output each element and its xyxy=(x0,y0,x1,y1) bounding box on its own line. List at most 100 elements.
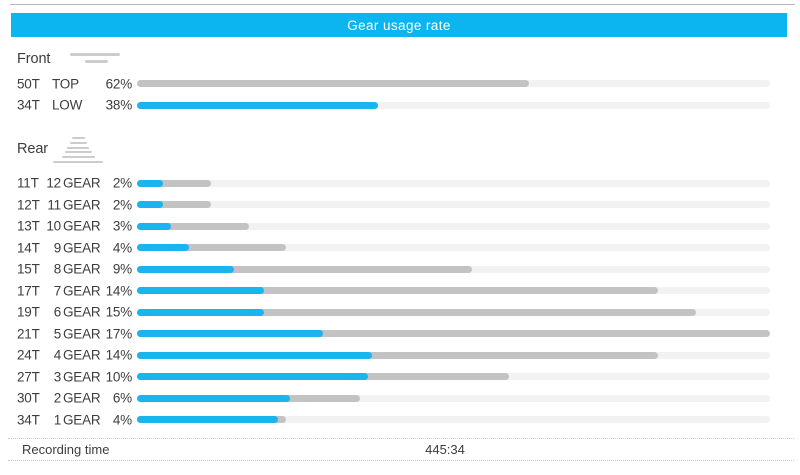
usage-bar-total xyxy=(137,265,473,273)
gear-usage-row: 34T LOW 38% xyxy=(0,95,800,117)
usage-bar-track xyxy=(137,351,770,359)
usage-percent: 14% xyxy=(105,347,133,363)
usage-percent: 10% xyxy=(105,369,133,385)
recording-time-label: Recording time xyxy=(22,442,110,457)
page-title-bar: Gear usage rate xyxy=(11,13,787,37)
usage-bar-low xyxy=(137,416,279,424)
gear-usage-row: 13T 10 GEAR 3% xyxy=(0,216,800,238)
usage-bar-track xyxy=(137,373,770,381)
gear-number: 2 xyxy=(53,390,62,406)
footer-bottom-divider xyxy=(8,460,794,461)
gear-usage-row: 14T 9 GEAR 4% xyxy=(0,237,800,259)
rear-section-label: Rear xyxy=(17,141,49,157)
usage-bar-track xyxy=(137,265,770,273)
usage-bar-track xyxy=(137,416,770,424)
usage-bar-track xyxy=(137,80,770,88)
usage-bar-track xyxy=(137,101,770,109)
rear-cassette-icon xyxy=(48,137,108,163)
usage-percent: 62% xyxy=(105,76,133,92)
teeth-label: 12T xyxy=(17,197,40,213)
teeth-label: 11T xyxy=(17,175,39,191)
gear-word: GEAR xyxy=(63,175,101,191)
usage-bar-total xyxy=(137,179,212,187)
usage-bar-track xyxy=(137,330,770,338)
usage-bar-total xyxy=(137,330,770,338)
gear-usage-row: 34T 1 GEAR 4% xyxy=(0,409,800,431)
usage-percent: 38% xyxy=(105,97,133,113)
gear-usage-row: 21T 5 GEAR 17% xyxy=(0,323,800,345)
cassette-line xyxy=(53,160,103,163)
usage-bar-low xyxy=(137,101,378,109)
teeth-label: 19T xyxy=(17,304,40,320)
gear-number: 5 xyxy=(53,326,62,342)
teeth-label: 34T xyxy=(17,97,40,113)
usage-bar-track xyxy=(137,222,770,230)
front-section-label: Front xyxy=(17,51,51,67)
usage-bar-low xyxy=(137,179,164,187)
cassette-line xyxy=(71,137,85,139)
usage-bar-track xyxy=(137,308,770,316)
gear-word: GEAR xyxy=(63,369,101,385)
teeth-label: 24T xyxy=(17,347,40,363)
teeth-label: 34T xyxy=(17,412,40,428)
usage-percent: 4% xyxy=(112,240,132,256)
usage-percent: 9% xyxy=(112,261,132,277)
teeth-label: 50T xyxy=(17,76,40,92)
usage-bar-track xyxy=(137,287,770,295)
cassette-line xyxy=(69,141,87,144)
usage-percent: 14% xyxy=(105,283,133,299)
usage-bar-low xyxy=(137,351,372,359)
teeth-label: 14T xyxy=(17,240,40,256)
gear-usage-row: 11T 12 GEAR 2% xyxy=(0,173,800,195)
usage-percent: 2% xyxy=(112,175,132,191)
gear-usage-row: 17T 7 GEAR 14% xyxy=(0,280,800,302)
usage-bar-track xyxy=(137,201,770,209)
usage-bar-low xyxy=(137,287,264,295)
usage-percent: 15% xyxy=(105,304,133,320)
teeth-label: 15T xyxy=(17,261,40,277)
cassette-line xyxy=(64,151,92,154)
gear-number: 1 xyxy=(53,412,62,428)
usage-percent: 4% xyxy=(112,412,132,428)
usage-bar-track xyxy=(137,179,770,187)
rear-gear-rows: 11T 12 GEAR 2% 12T 11 GEAR 2% 13T 10 GEAR 3% 14T 9 GEA… xyxy=(0,173,800,431)
gear-number: 12 xyxy=(46,175,61,191)
cassette-line xyxy=(61,156,95,159)
page-title: Gear usage rate xyxy=(347,17,451,33)
usage-bar-track xyxy=(137,394,770,402)
gear-word: GEAR xyxy=(63,283,101,299)
gear-number: 8 xyxy=(53,261,62,277)
gear-word: GEAR xyxy=(63,197,101,213)
gear-label: LOW xyxy=(52,97,83,113)
usage-bar-low xyxy=(137,330,324,338)
top-divider xyxy=(10,4,795,5)
gear-usage-row: 27T 3 GEAR 10% xyxy=(0,366,800,388)
teeth-label: 13T xyxy=(17,218,40,234)
teeth-label: 17T xyxy=(17,283,40,299)
recording-time-value: 445:34 xyxy=(425,442,465,457)
usage-bar-low xyxy=(137,244,190,252)
usage-bar-low xyxy=(137,265,234,273)
usage-bar-total xyxy=(137,222,249,230)
gear-word: GEAR xyxy=(63,412,101,428)
gear-usage-row: 19T 6 GEAR 15% xyxy=(0,302,800,324)
usage-percent: 6% xyxy=(112,390,132,406)
gear-label: TOP xyxy=(52,76,79,92)
usage-bar-track xyxy=(137,244,770,252)
usage-bar-total xyxy=(137,244,286,252)
gear-word: GEAR xyxy=(63,304,101,320)
gear-usage-row: 24T 4 GEAR 14% xyxy=(0,345,800,367)
gear-usage-row: 30T 2 GEAR 6% xyxy=(0,388,800,410)
gear-usage-row: 12T 11 GEAR 2% xyxy=(0,194,800,216)
gear-word: GEAR xyxy=(63,218,101,234)
usage-bar-low xyxy=(137,394,290,402)
usage-bar-total xyxy=(137,351,659,359)
usage-bar-low xyxy=(137,222,171,230)
cassette-line xyxy=(67,146,89,149)
gear-word: GEAR xyxy=(63,326,101,342)
usage-percent: 3% xyxy=(112,218,132,234)
gear-number: 4 xyxy=(53,347,62,363)
usage-percent: 2% xyxy=(112,197,132,213)
teeth-label: 27T xyxy=(17,369,40,385)
